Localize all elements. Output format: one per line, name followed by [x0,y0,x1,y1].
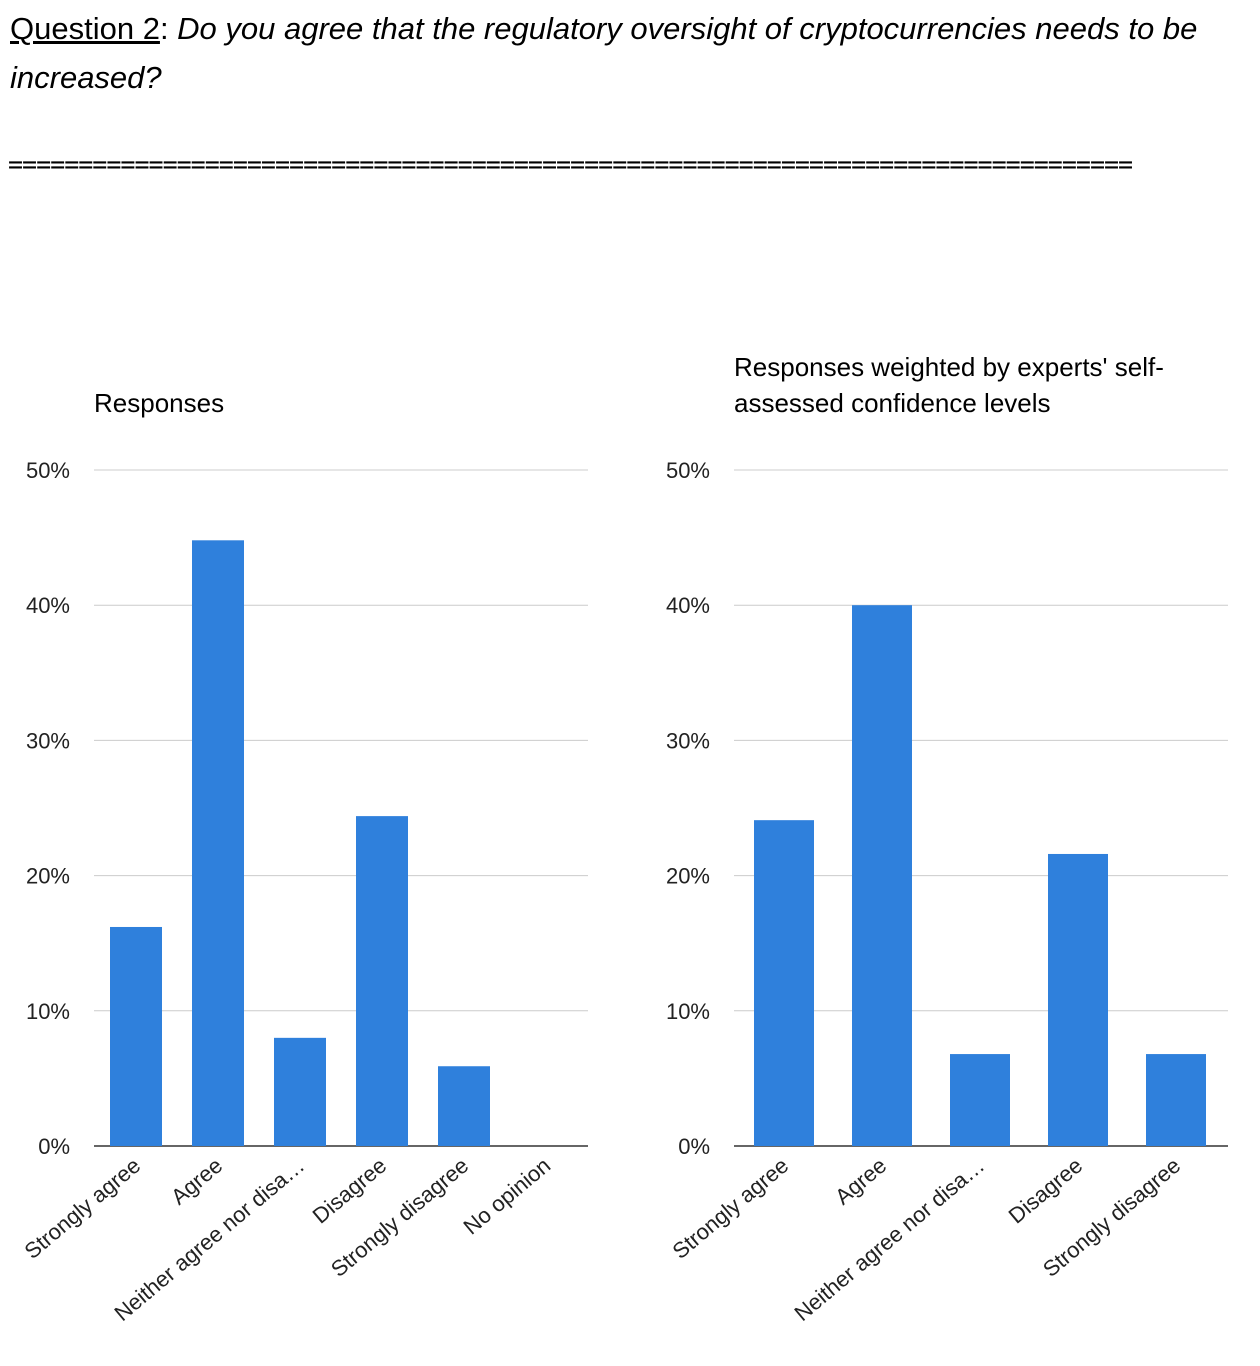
responses-chart: Responses 0% 10% 20% 30% 40% 50% Strongly agree… [20,388,588,1326]
chart-title-line: Responses [94,388,224,418]
y-tick-label: 0% [38,1134,70,1159]
bar [1048,853,1108,1146]
chart-title-line: Responses weighted by experts' self- [734,352,1164,382]
y-tick-label: 30% [26,728,70,753]
y-tick-label: 10% [666,999,710,1024]
bar [754,820,814,1146]
question-separator: : [159,11,178,46]
chart-title-line: assessed confidence levels [734,388,1051,418]
bar [356,816,408,1146]
bar [192,540,244,1146]
bar [1146,1054,1206,1146]
category-label: Strongly disagree [326,1153,473,1282]
question-text: Do you agree that the regulatory oversig… [10,11,1198,95]
category-label: Agree [166,1153,227,1210]
bar [438,1066,490,1146]
bar [274,1037,326,1146]
y-tick-label: 10% [26,999,70,1024]
question-block: Question 2: Do you agree that the regula… [10,4,1250,102]
category-label: Strongly agree [20,1153,146,1264]
category-label: Agree [830,1153,891,1210]
y-tick-label: 20% [26,864,70,889]
category-label: Disagree [1004,1153,1088,1229]
question-label: Question 2 [10,11,160,46]
category-label: Neither agree nor disa… [790,1153,990,1326]
category-label: No opinion [459,1153,556,1240]
category-label: Strongly agree [668,1153,794,1264]
bar [950,1054,1010,1146]
y-tick-label: 30% [666,728,710,753]
bar [110,926,162,1146]
y-tick-label: 50% [26,458,70,483]
bar [852,605,912,1146]
divider-line: ========================================… [8,150,1133,179]
y-tick-label: 40% [666,593,710,618]
y-tick-label: 20% [666,864,710,889]
y-tick-label: 0% [678,1134,710,1159]
category-label: Disagree [308,1153,392,1229]
y-tick-label: 40% [26,593,70,618]
y-tick-label: 50% [666,458,710,483]
weighted-responses-chart: Responses weighted by experts' self-asse… [666,352,1228,1326]
